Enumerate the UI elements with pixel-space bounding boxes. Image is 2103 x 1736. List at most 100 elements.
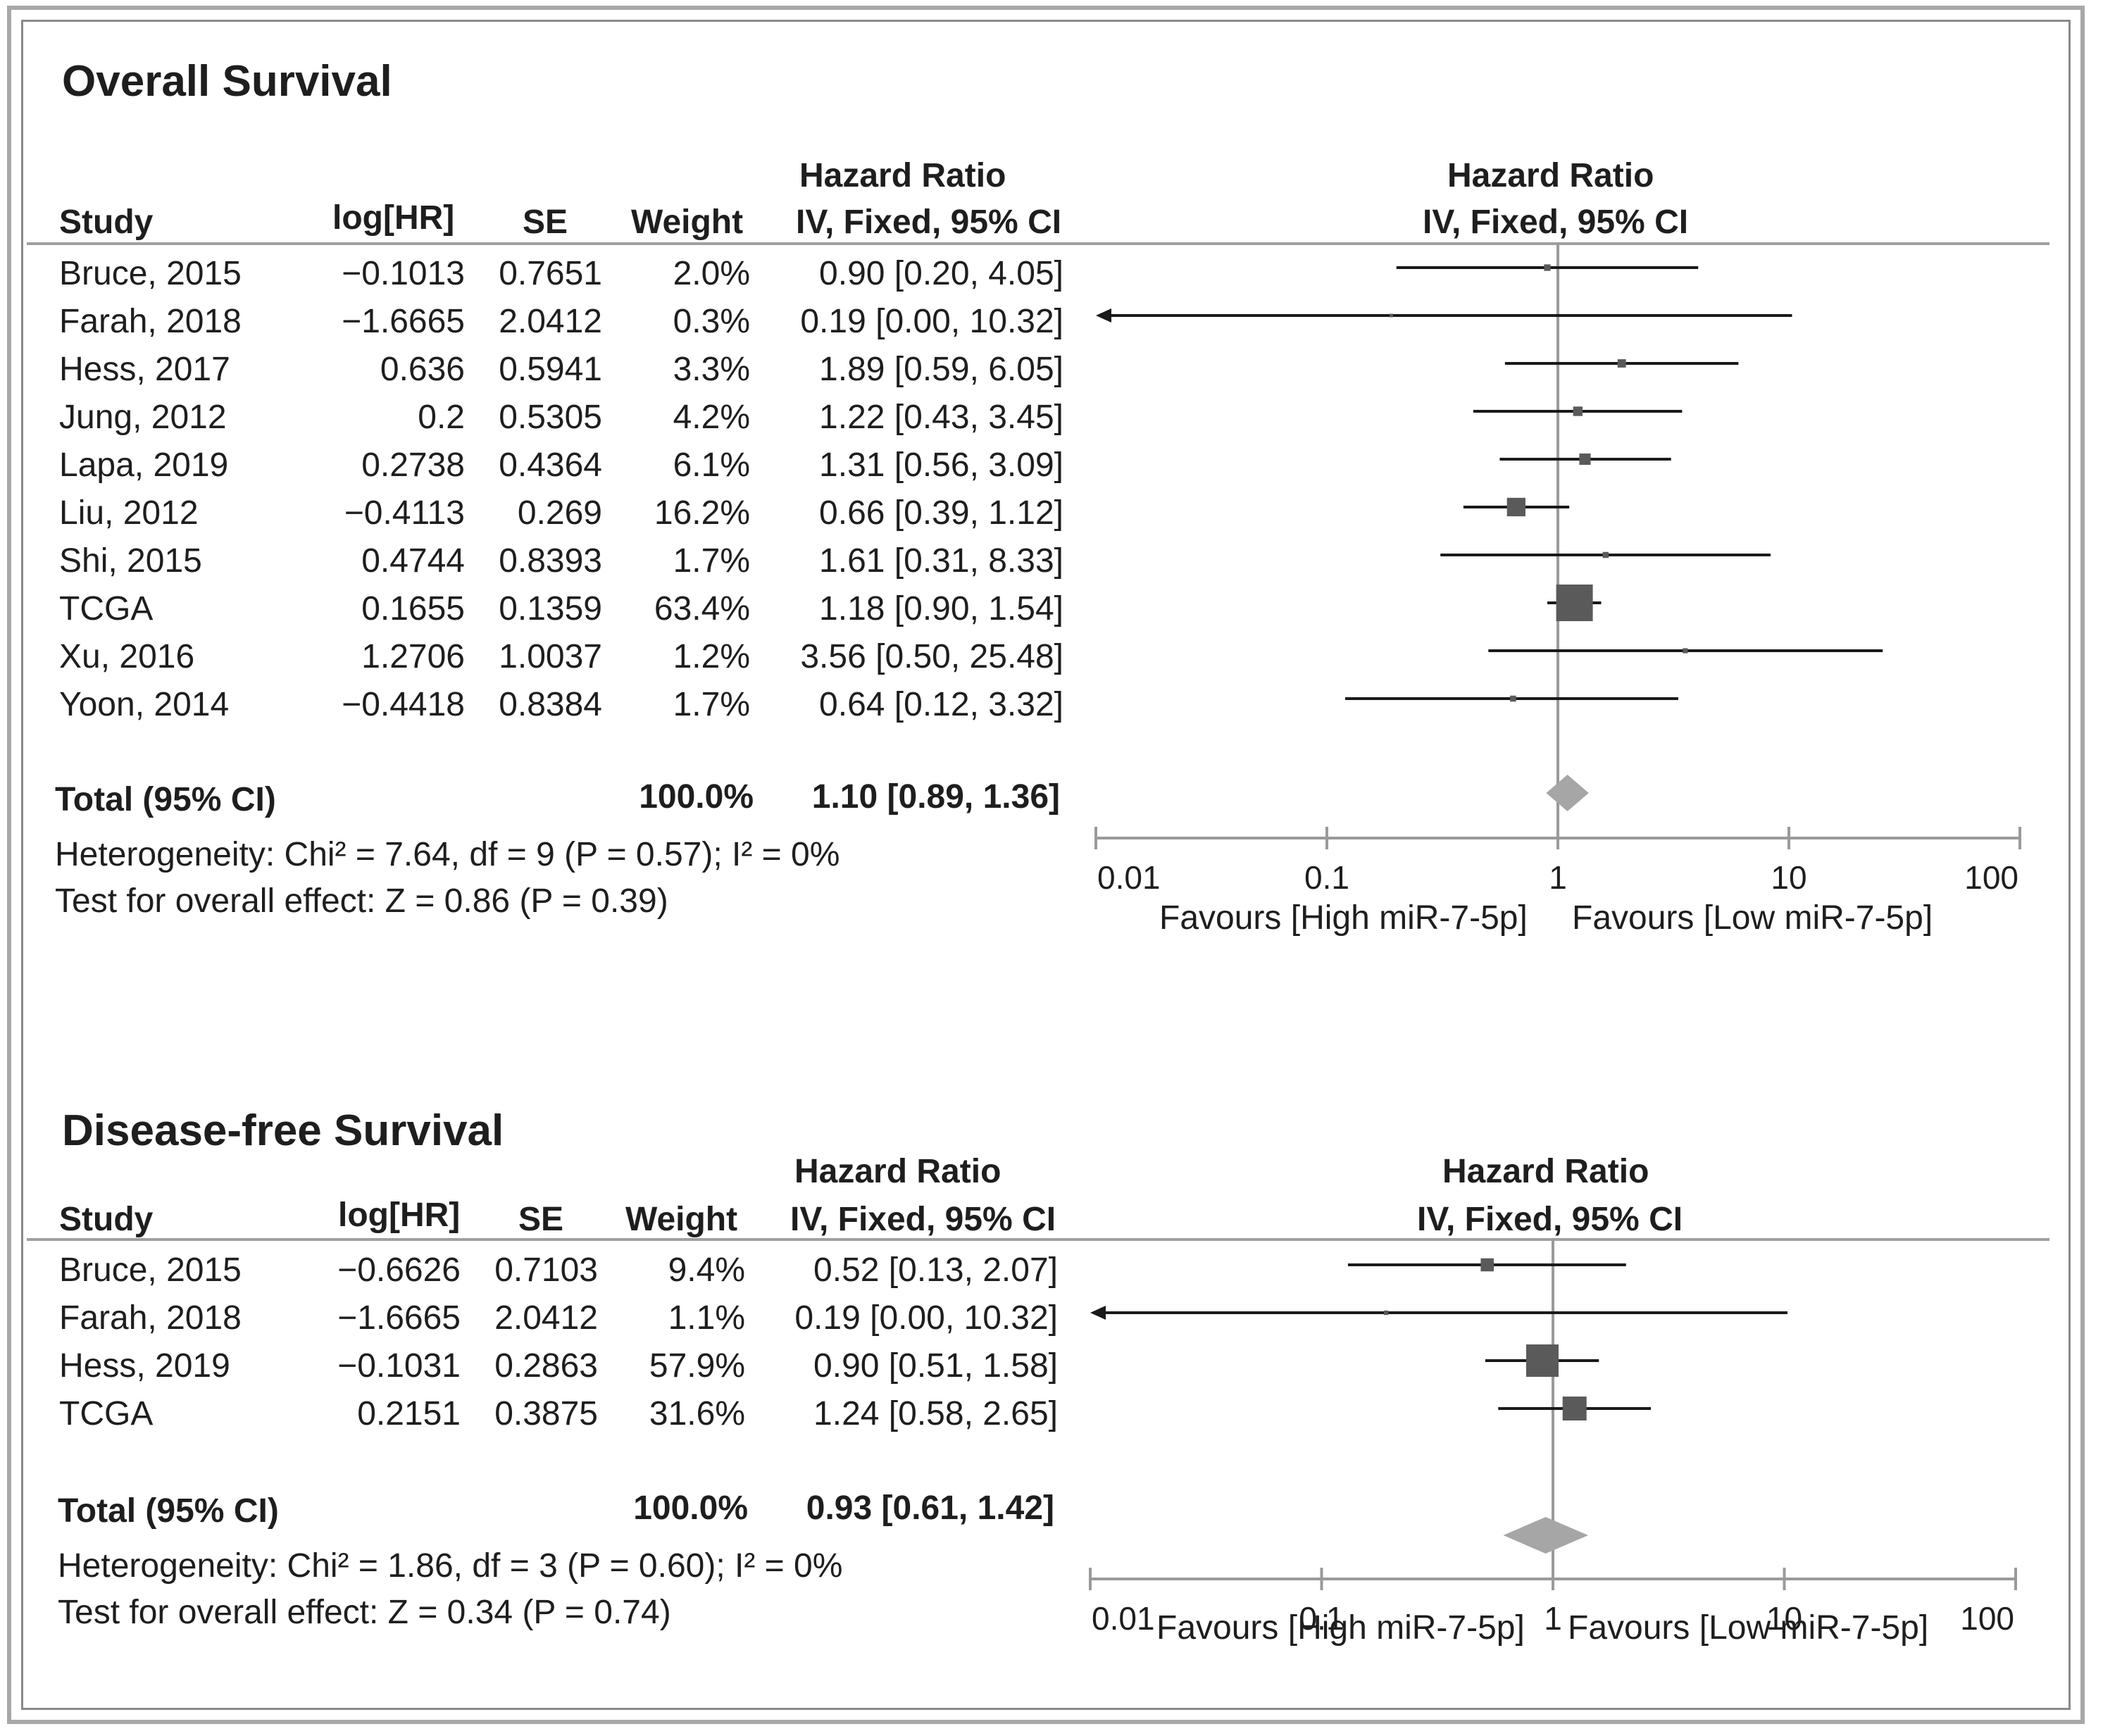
se-value: 0.8393 <box>499 542 602 580</box>
header-hazard-ratio: Hazard Ratio <box>799 157 1006 194</box>
header-se: SE <box>518 1201 564 1238</box>
header-study: Study <box>59 1201 154 1238</box>
hr-square <box>1556 585 1593 621</box>
header-loghr: log[HR] <box>338 1197 461 1234</box>
study-name: Xu, 2016 <box>59 638 195 675</box>
se-value: 0.4364 <box>499 447 602 484</box>
header-plot-iv-fixed: IV, Fixed, 95% CI <box>1423 204 1689 241</box>
hr-square <box>1506 497 1525 517</box>
total-ci: 0.93 [0.61, 1.42] <box>806 1490 1054 1527</box>
inner-frame <box>21 20 2071 1710</box>
header-iv-fixed: IV, Fixed, 95% CI <box>796 204 1062 241</box>
study-mark <box>1096 308 1792 323</box>
hr-ci-value: 1.22 [0.43, 3.45] <box>819 399 1063 436</box>
study-name: Liu, 2012 <box>59 494 199 532</box>
total-label: Total (95% CI) <box>58 1492 279 1530</box>
ci-arrow <box>1096 308 1111 323</box>
weight-value: 1.1% <box>668 1299 745 1337</box>
pooled-diamond <box>1503 1517 1589 1554</box>
study-name: Shi, 2015 <box>59 542 202 580</box>
hr-square <box>1544 264 1551 271</box>
hr-square <box>1389 313 1393 318</box>
header-iv-fixed: IV, Fixed, 95% CI <box>790 1201 1056 1238</box>
weight-value: 4.2% <box>673 399 750 436</box>
loghr-value: −0.6626 <box>337 1251 461 1289</box>
study-mark <box>1344 695 1678 702</box>
header-weight: Weight <box>631 204 744 241</box>
se-value: 0.8384 <box>499 686 602 723</box>
weight-value: 57.9% <box>649 1347 745 1385</box>
x-tick-label: 10 <box>1766 1600 1802 1637</box>
header-plot-hazard-ratio: Hazard Ratio <box>1447 157 1654 194</box>
study-mark <box>1090 1306 1787 1320</box>
hr-ci-value: 0.64 [0.12, 3.32] <box>819 686 1063 723</box>
study-name: Bruce, 2015 <box>59 255 242 292</box>
hr-ci-value: 1.61 [0.31, 8.33] <box>819 542 1063 580</box>
header-plot-iv-fixed: IV, Fixed, 95% CI <box>1417 1201 1683 1238</box>
hr-ci-value: 1.89 [0.59, 6.05] <box>819 351 1063 388</box>
x-tick-label: 0.1 <box>1299 1600 1344 1637</box>
loghr-value: −0.4418 <box>342 686 465 723</box>
study-mark <box>1485 1344 1599 1377</box>
study-mark <box>1499 453 1671 466</box>
x-tick-label: 10 <box>1771 859 1806 896</box>
header-plot-hazard-ratio: Hazard Ratio <box>1442 1153 1649 1190</box>
weight-value: 9.4% <box>668 1251 745 1289</box>
weight-value: 1.2% <box>673 638 750 675</box>
forest-plot: 0.01 0.1 1 10 100 <box>1094 242 2021 896</box>
header-study: Study <box>59 204 154 241</box>
se-value: 0.7103 <box>494 1251 598 1289</box>
study-name: Hess, 2017 <box>59 351 230 388</box>
study-name: Bruce, 2015 <box>59 1251 242 1289</box>
se-value: 2.0412 <box>494 1299 598 1337</box>
study-name: Yoon, 2014 <box>59 686 230 723</box>
study-name: TCGA <box>59 590 154 627</box>
loghr-value: −1.6665 <box>337 1299 461 1337</box>
weight-value: 1.7% <box>673 542 750 580</box>
loghr-value: 0.1655 <box>361 590 465 627</box>
panel-title: Disease-free Survival <box>62 1106 504 1155</box>
header-rule <box>27 242 2049 245</box>
ci-arrow <box>1090 1306 1106 1320</box>
weight-value: 0.3% <box>673 303 750 340</box>
overall-effect-text: Test for overall effect: Z = 0.86 (P = 0… <box>55 882 668 920</box>
hr-square <box>1617 359 1626 368</box>
loghr-value: −0.1013 <box>342 255 465 292</box>
weight-value: 16.2% <box>654 494 750 532</box>
total-weight: 100.0% <box>639 778 754 816</box>
total-ci: 1.10 [0.89, 1.36] <box>811 778 1060 816</box>
favours-left: Favours [High miR-7-5p] <box>1159 899 1528 937</box>
weight-value: 31.6% <box>649 1395 745 1432</box>
header-loghr: log[HR] <box>332 199 455 237</box>
x-tick-label: 0.01 <box>1097 859 1161 896</box>
x-tick-label: 0.1 <box>1304 859 1349 896</box>
loghr-value: 0.4744 <box>361 542 465 580</box>
overall-survival-panel: Overall Survival Hazard Ratio Hazard Rat… <box>27 57 2049 937</box>
study-name: Farah, 2018 <box>59 303 242 340</box>
study-name: Lapa, 2019 <box>59 447 229 484</box>
hr-ci-value: 0.52 [0.13, 2.07] <box>813 1251 1058 1289</box>
hr-ci-value: 3.56 [0.50, 25.48] <box>800 638 1063 675</box>
panel-title: Overall Survival <box>62 57 392 106</box>
favours-left: Favours [High miR-7-5p] <box>1156 1609 1525 1647</box>
header-weight: Weight <box>625 1201 738 1238</box>
loghr-value: 0.2738 <box>361 447 465 484</box>
hr-ci-value: 0.90 [0.20, 4.05] <box>819 255 1063 292</box>
study-mark <box>1463 497 1570 517</box>
favours-right: Favours [Low miR-7-5p] <box>1572 899 1933 937</box>
study-mark <box>1504 359 1739 368</box>
se-value: 0.5941 <box>499 351 602 388</box>
study-name: Farah, 2018 <box>59 1299 242 1337</box>
total-weight: 100.0% <box>633 1490 748 1527</box>
heterogeneity-text: Heterogeneity: Chi² = 1.86, df = 3 (P = … <box>58 1547 843 1585</box>
hr-square <box>1383 1310 1389 1316</box>
hr-ci-value: 0.19 [0.00, 10.32] <box>794 1299 1058 1337</box>
loghr-value: 0.636 <box>380 351 465 388</box>
study-name: TCGA <box>59 1395 154 1432</box>
study-mark <box>1547 585 1602 621</box>
study-mark <box>1396 264 1699 271</box>
overall-effect-text: Test for overall effect: Z = 0.34 (P = 0… <box>58 1594 671 1631</box>
study-mark <box>1498 1397 1652 1420</box>
outer-frame <box>7 6 2085 1724</box>
hr-square <box>1480 1258 1494 1272</box>
